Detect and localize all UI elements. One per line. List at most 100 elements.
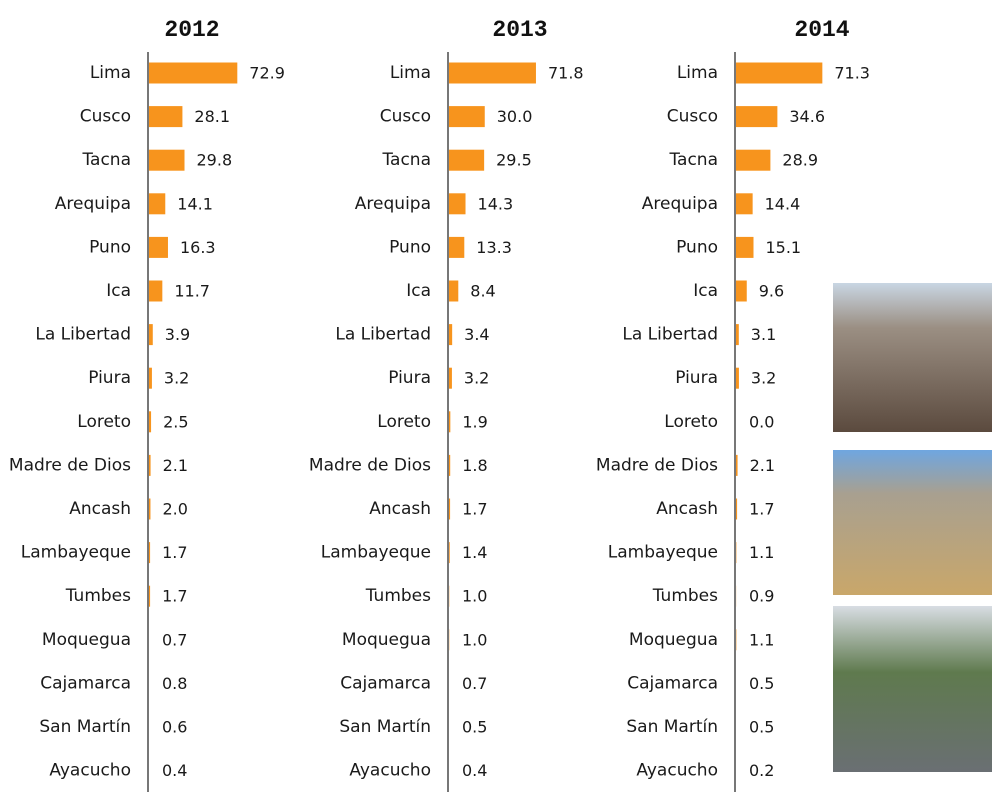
bar [148, 324, 153, 346]
bar [735, 280, 747, 302]
category-label: Piura [88, 368, 131, 388]
bar [448, 367, 452, 389]
category-label: Puno [89, 237, 131, 257]
bar [448, 106, 485, 128]
category-label: Lima [677, 63, 718, 83]
value-label: 34.6 [789, 107, 825, 126]
category-label: Tacna [81, 150, 131, 170]
value-label: 1.0 [462, 630, 487, 649]
category-label: Ayacucho [636, 761, 718, 781]
bar [735, 367, 739, 389]
category-label: Puno [389, 237, 431, 257]
bar [148, 149, 185, 171]
value-label: 1.4 [462, 543, 487, 562]
value-label: 0.4 [162, 761, 187, 780]
bar [148, 498, 151, 520]
bar [148, 106, 183, 128]
bar [148, 367, 152, 389]
category-label: Loreto [664, 412, 718, 432]
category-label: Tumbes [652, 586, 718, 606]
category-label: Lambayeque [21, 543, 131, 563]
value-label: 3.2 [464, 369, 489, 388]
value-label: 1.9 [462, 412, 487, 431]
bar [448, 193, 466, 215]
bar [735, 62, 823, 84]
bar [735, 498, 738, 520]
category-label: Tacna [668, 150, 718, 170]
category-label: Loreto [377, 412, 431, 432]
bar [735, 106, 778, 128]
value-label: 14.3 [478, 194, 514, 213]
category-label: San Martín [39, 717, 131, 737]
category-label: Arequipa [55, 194, 131, 214]
category-label: San Martín [339, 717, 431, 737]
value-label: 1.7 [462, 500, 487, 519]
category-label: Ancash [69, 499, 131, 519]
category-label: Cusco [80, 107, 131, 127]
value-label: 3.1 [751, 325, 776, 344]
category-label: Loreto [77, 412, 131, 432]
bar [735, 324, 739, 346]
value-label: 14.1 [177, 194, 213, 213]
value-label: 9.6 [759, 282, 784, 301]
category-label: Moquegua [629, 630, 718, 650]
value-label: 28.9 [782, 151, 818, 170]
bar [735, 236, 754, 258]
value-label: 71.8 [548, 64, 584, 83]
bar [148, 280, 163, 302]
category-label: Tumbes [365, 586, 431, 606]
photo [833, 283, 992, 432]
value-label: 3.4 [464, 325, 489, 344]
bar [448, 411, 451, 433]
category-label: Ica [406, 281, 431, 301]
category-label: Moquegua [42, 630, 131, 650]
category-label: Cusco [380, 107, 431, 127]
value-label: 3.2 [751, 369, 776, 388]
category-label: Lima [90, 63, 131, 83]
category-label: Tacna [381, 150, 431, 170]
value-label: 13.3 [476, 238, 512, 257]
category-label: Arequipa [642, 194, 718, 214]
value-label: 8.4 [470, 282, 495, 301]
category-label: Cusco [667, 107, 718, 127]
bar [148, 193, 166, 215]
value-label: 1.1 [749, 630, 774, 649]
bar [148, 236, 168, 258]
category-label: La Libertad [35, 325, 131, 345]
chart-title: 2013 [492, 17, 547, 43]
value-label: 71.3 [834, 64, 870, 83]
value-label: 3.2 [164, 369, 189, 388]
category-label: Ancash [369, 499, 431, 519]
bar [448, 454, 451, 476]
value-label: 16.3 [180, 238, 216, 257]
bar [448, 236, 465, 258]
category-label: Madre de Dios [9, 455, 131, 475]
value-label: 29.5 [496, 151, 532, 170]
photo [833, 606, 992, 772]
value-label: 1.7 [162, 587, 187, 606]
category-label: Cajamarca [627, 673, 718, 693]
category-label: Ancash [656, 499, 718, 519]
value-label: 0.0 [749, 412, 774, 431]
category-label: Cajamarca [40, 673, 131, 693]
value-label: 1.0 [462, 587, 487, 606]
category-label: Piura [388, 368, 431, 388]
value-label: 15.1 [765, 238, 801, 257]
category-label: Tumbes [65, 586, 131, 606]
bar [148, 585, 151, 607]
value-label: 28.1 [194, 107, 230, 126]
value-label: 0.5 [462, 718, 487, 737]
category-label: Ica [106, 281, 131, 301]
category-label: Piura [675, 368, 718, 388]
category-label: Lambayeque [608, 543, 718, 563]
bar [448, 149, 485, 171]
category-label: La Libertad [622, 325, 718, 345]
value-label: 2.5 [163, 412, 188, 431]
bar [448, 62, 536, 84]
category-label: Arequipa [355, 194, 431, 214]
bar [148, 62, 238, 84]
bar [735, 454, 738, 476]
photo [833, 450, 992, 595]
value-label: 72.9 [249, 64, 285, 83]
